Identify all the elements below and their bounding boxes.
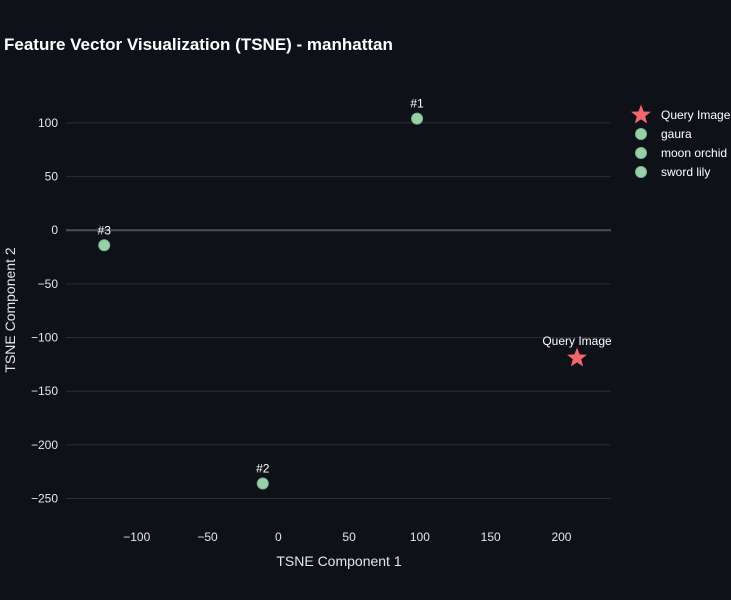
query-image-star-marker[interactable]: [567, 347, 588, 367]
chart-title: Feature Vector Visualization (TSNE) - ma…: [4, 35, 393, 54]
y-tick-label: 100: [38, 116, 58, 130]
legend-item[interactable]: moon orchid: [635, 146, 728, 160]
x-tick-label: 50: [342, 530, 356, 544]
legend-star-icon: [631, 104, 651, 124]
y-tick-label: −50: [38, 277, 59, 291]
y-tick-label: −100: [31, 331, 58, 345]
data-point-label: #3: [98, 223, 112, 237]
legend-circle-icon: [635, 166, 647, 178]
legend-item[interactable]: sword lily: [635, 165, 711, 179]
legend-label: sword lily: [661, 165, 710, 179]
x-tick-label: −100: [123, 530, 150, 544]
x-tick-label: 150: [481, 530, 501, 544]
data-point-marker[interactable]: [256, 477, 269, 490]
legend[interactable]: Query Image gaura moon orchid sword lily: [631, 104, 731, 180]
data-point-label: #1: [410, 97, 424, 111]
data-point-marker[interactable]: [411, 112, 424, 125]
x-tick-label: −50: [197, 530, 218, 544]
legend-circle-icon: [635, 128, 647, 140]
legend-item[interactable]: Query Image: [631, 104, 731, 124]
y-tick-label: −200: [31, 438, 58, 452]
y-tick-label: 0: [51, 223, 58, 237]
y-tick-label: −150: [31, 384, 58, 398]
x-tick-label: 200: [551, 530, 571, 544]
x-tick-labels: −100 −50 0 50 100 150 200: [123, 530, 572, 544]
legend-label: moon orchid: [661, 146, 727, 160]
y-tick-label: −250: [31, 492, 58, 506]
grid-lines: [66, 122, 611, 500]
data-point-label: Query Image: [542, 334, 612, 348]
y-tick-labels: 100 50 0 −50 −100 −150 −200 −250: [31, 116, 58, 506]
legend-label: Query Image: [661, 108, 731, 122]
x-axis-title: TSNE Component 1: [276, 553, 401, 569]
x-tick-label: 100: [410, 530, 430, 544]
data-point-marker[interactable]: [98, 239, 111, 252]
legend-label: gaura: [661, 127, 692, 141]
y-tick-label: 50: [45, 170, 59, 184]
y-axis-title: TSNE Component 2: [2, 247, 18, 372]
legend-item[interactable]: gaura: [635, 127, 693, 141]
data-point-label: #2: [256, 462, 270, 476]
x-tick-label: 0: [275, 530, 282, 544]
data-points: Query Image #1 #2 #3: [98, 97, 612, 490]
legend-circle-icon: [635, 147, 647, 159]
